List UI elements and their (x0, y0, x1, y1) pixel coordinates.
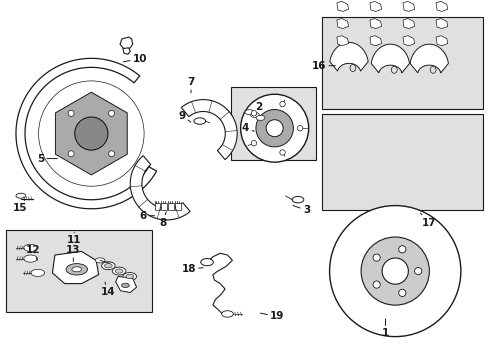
Ellipse shape (201, 258, 213, 266)
Polygon shape (336, 1, 348, 12)
Polygon shape (329, 42, 367, 71)
Bar (322, 18, 482, 109)
Polygon shape (370, 44, 408, 73)
Ellipse shape (108, 151, 114, 157)
Ellipse shape (329, 206, 460, 337)
Text: 15: 15 (13, 200, 27, 213)
Ellipse shape (291, 197, 303, 203)
Ellipse shape (112, 267, 125, 275)
Polygon shape (336, 18, 348, 28)
Ellipse shape (194, 118, 205, 124)
Text: 13: 13 (66, 245, 81, 261)
Ellipse shape (390, 66, 396, 73)
Polygon shape (16, 58, 156, 209)
Text: 18: 18 (181, 264, 203, 274)
Ellipse shape (381, 258, 407, 284)
Ellipse shape (414, 267, 421, 275)
Text: 11: 11 (67, 232, 81, 246)
Polygon shape (435, 18, 447, 28)
Text: 19: 19 (260, 311, 284, 321)
Ellipse shape (122, 273, 136, 280)
Ellipse shape (265, 120, 283, 137)
Ellipse shape (398, 289, 405, 297)
Ellipse shape (251, 140, 256, 146)
Ellipse shape (360, 237, 428, 305)
Polygon shape (402, 36, 414, 46)
Text: 16: 16 (311, 61, 335, 71)
Ellipse shape (66, 264, 87, 275)
Ellipse shape (102, 262, 115, 270)
Ellipse shape (108, 111, 114, 116)
Ellipse shape (125, 274, 133, 279)
Text: 4: 4 (242, 123, 254, 133)
Ellipse shape (68, 111, 74, 116)
Polygon shape (402, 18, 414, 28)
Text: 3: 3 (292, 205, 309, 215)
Polygon shape (435, 36, 447, 46)
Polygon shape (409, 44, 447, 73)
Polygon shape (120, 37, 132, 50)
Polygon shape (369, 18, 381, 28)
Text: 6: 6 (139, 211, 154, 221)
Polygon shape (55, 92, 127, 175)
Ellipse shape (115, 269, 122, 273)
Bar (154, 203, 160, 210)
Bar (175, 203, 181, 210)
Bar (168, 203, 174, 210)
Text: 5: 5 (37, 154, 57, 163)
Polygon shape (122, 48, 130, 54)
Polygon shape (130, 156, 190, 220)
Polygon shape (116, 276, 136, 293)
Polygon shape (402, 1, 414, 12)
Ellipse shape (121, 283, 129, 288)
Polygon shape (52, 251, 99, 284)
Ellipse shape (279, 101, 285, 107)
Text: 12: 12 (26, 245, 40, 260)
Ellipse shape (72, 267, 81, 272)
Bar (6, 230, 152, 312)
Bar (322, 114, 482, 210)
Ellipse shape (244, 110, 253, 114)
Ellipse shape (31, 269, 44, 276)
Bar (161, 203, 167, 210)
Ellipse shape (104, 264, 112, 268)
Polygon shape (369, 36, 381, 46)
Ellipse shape (251, 111, 256, 116)
Ellipse shape (68, 151, 74, 157)
Ellipse shape (398, 246, 405, 253)
Text: 9: 9 (178, 111, 190, 122)
Ellipse shape (75, 117, 108, 150)
Text: 10: 10 (123, 54, 147, 64)
Ellipse shape (16, 193, 26, 198)
Polygon shape (435, 1, 447, 12)
Ellipse shape (429, 66, 435, 73)
Ellipse shape (279, 150, 285, 155)
Text: 7: 7 (187, 77, 194, 93)
Polygon shape (369, 1, 381, 12)
Text: 1: 1 (381, 319, 388, 338)
Ellipse shape (372, 281, 380, 288)
Ellipse shape (24, 255, 37, 262)
Text: 17: 17 (420, 213, 436, 228)
Text: 14: 14 (101, 282, 116, 297)
Ellipse shape (297, 126, 302, 131)
Ellipse shape (221, 311, 233, 317)
Ellipse shape (95, 258, 105, 263)
Ellipse shape (24, 244, 37, 251)
Text: 8: 8 (159, 212, 166, 228)
Polygon shape (181, 100, 237, 159)
Polygon shape (336, 36, 348, 46)
Ellipse shape (256, 115, 264, 120)
Ellipse shape (349, 64, 355, 72)
Ellipse shape (255, 109, 293, 147)
Ellipse shape (250, 112, 259, 117)
Text: 2: 2 (255, 102, 266, 118)
Bar (231, 87, 316, 160)
Ellipse shape (240, 94, 308, 162)
Ellipse shape (372, 254, 380, 261)
